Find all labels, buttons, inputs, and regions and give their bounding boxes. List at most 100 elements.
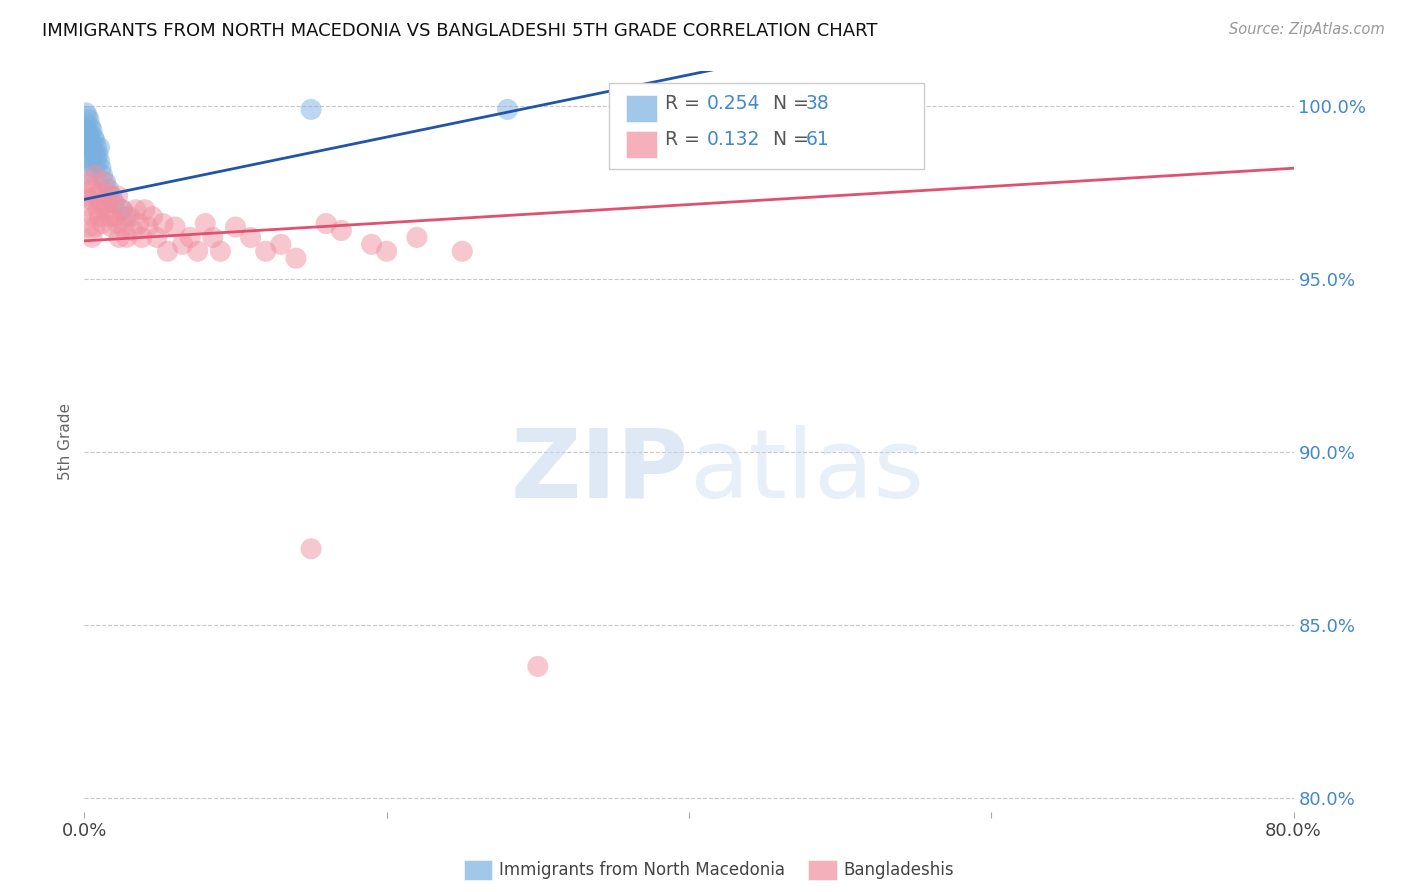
Point: [136, 220, 159, 235]
Point: [134, 202, 156, 217]
Point: [360, 237, 382, 252]
Text: Immigrants from North Macedonia: Immigrants from North Macedonia: [499, 861, 785, 879]
Text: R =: R =: [665, 94, 706, 112]
Point: [75, 130, 97, 145]
Point: [101, 195, 124, 210]
Point: [79, 147, 101, 161]
Point: [84, 161, 107, 176]
Point: [330, 223, 353, 237]
Point: [97, 186, 120, 200]
Text: N =: N =: [761, 130, 814, 149]
Point: [100, 220, 122, 235]
Point: [146, 230, 169, 244]
Point: [87, 147, 110, 161]
Point: [156, 244, 179, 259]
Point: [108, 230, 131, 244]
Point: [75, 106, 97, 120]
Y-axis label: 5th Grade: 5th Grade: [58, 403, 73, 480]
Point: [165, 220, 187, 235]
Point: [86, 140, 108, 154]
Point: [118, 210, 141, 224]
Point: [76, 199, 98, 213]
Point: [315, 217, 337, 231]
Text: 0.132: 0.132: [707, 130, 761, 149]
Point: [527, 659, 550, 673]
Point: [152, 217, 174, 231]
Point: [299, 103, 322, 117]
Point: [104, 195, 127, 210]
Point: [86, 189, 108, 203]
Point: [496, 103, 519, 117]
Point: [86, 154, 108, 169]
Point: [77, 154, 100, 169]
Point: [80, 123, 103, 137]
Point: [97, 182, 120, 196]
Point: [76, 151, 98, 165]
Point: [270, 237, 292, 252]
Point: [80, 230, 103, 244]
Point: [87, 202, 110, 217]
Point: [209, 244, 232, 259]
Point: [75, 189, 97, 203]
Point: [254, 244, 277, 259]
Point: [77, 127, 100, 141]
Point: [89, 186, 111, 200]
Point: [77, 168, 100, 182]
Text: 38: 38: [806, 94, 830, 112]
Point: [107, 189, 129, 203]
Point: [79, 193, 101, 207]
Point: [90, 195, 112, 210]
Point: [125, 202, 148, 217]
Text: 0.254: 0.254: [707, 94, 761, 112]
Text: ZIP: ZIP: [510, 425, 689, 517]
Point: [82, 130, 104, 145]
Text: 61: 61: [806, 130, 830, 149]
Text: R =: R =: [665, 130, 706, 149]
Point: [79, 134, 101, 148]
Text: atlas: atlas: [689, 425, 924, 517]
Point: [91, 168, 114, 182]
Point: [187, 244, 209, 259]
Point: [194, 217, 217, 231]
Point: [80, 151, 103, 165]
Point: [80, 182, 103, 196]
Point: [91, 217, 114, 231]
Point: [75, 116, 97, 130]
Point: [77, 112, 100, 127]
Point: [111, 202, 134, 217]
Point: [80, 136, 103, 151]
Point: [406, 230, 429, 244]
Point: [84, 220, 107, 235]
Point: [107, 217, 129, 231]
Point: [77, 140, 100, 154]
Text: Source: ZipAtlas.com: Source: ZipAtlas.com: [1229, 22, 1385, 37]
Point: [76, 123, 98, 137]
Text: Bangladeshis: Bangladeshis: [844, 861, 955, 879]
Point: [451, 244, 474, 259]
Point: [94, 202, 117, 217]
Point: [84, 134, 107, 148]
Point: [111, 202, 134, 217]
Point: [239, 230, 262, 244]
Point: [179, 230, 201, 244]
Point: [77, 220, 100, 235]
Point: [131, 230, 153, 244]
Point: [89, 140, 111, 154]
Point: [89, 154, 111, 169]
Point: [285, 251, 308, 265]
Point: [375, 244, 398, 259]
Point: [84, 168, 107, 182]
Point: [115, 210, 138, 224]
Text: IMMIGRANTS FROM NORTH MACEDONIA VS BANGLADESHI 5TH GRADE CORRELATION CHART: IMMIGRANTS FROM NORTH MACEDONIA VS BANGL…: [42, 22, 877, 40]
Point: [93, 175, 115, 189]
Point: [115, 230, 138, 244]
Point: [98, 210, 121, 224]
Point: [172, 237, 194, 252]
Point: [225, 220, 247, 235]
Point: [90, 161, 112, 176]
Point: [141, 210, 163, 224]
Point: [94, 175, 117, 189]
Point: [76, 109, 98, 123]
Point: [76, 136, 98, 151]
Point: [128, 217, 150, 231]
